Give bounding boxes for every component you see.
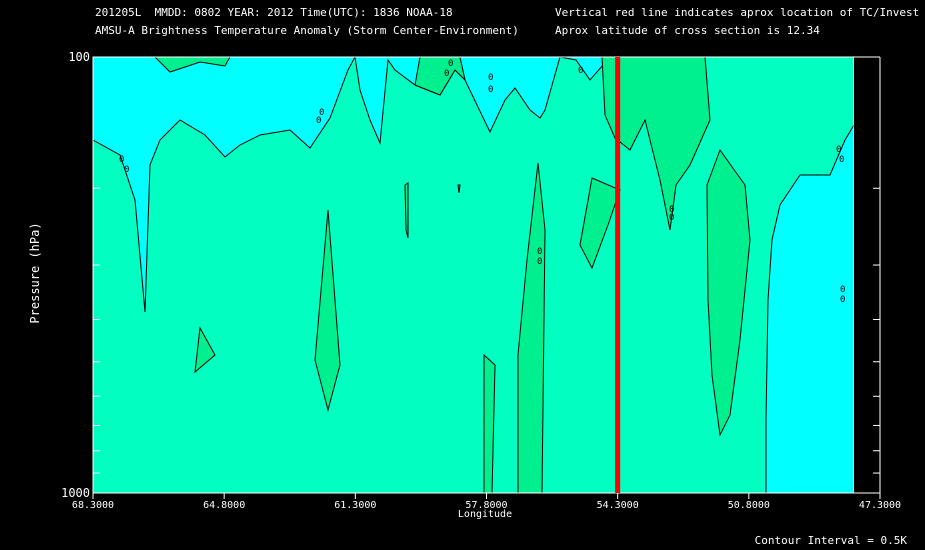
header-line-4: Aprox latitude of cross section is 12.34: [555, 24, 820, 37]
green-lobe-right: [706, 148, 751, 437]
contour-label: 0: [488, 85, 493, 95]
contour-label: 0: [537, 247, 542, 257]
x-tick-label: 64.8000: [203, 500, 245, 511]
green-lobe-center-small: [483, 353, 496, 493]
green-region-upper: [601, 57, 711, 231]
header-line-3: Vertical red line indicates aprox locati…: [555, 6, 920, 19]
green-sliver-1: [404, 182, 409, 239]
x-axis-label: Longitude: [457, 509, 513, 520]
header-line-1: 201205L MMDD: 0802 YEAR: 2012 Time(UTC):…: [95, 6, 453, 19]
green-region-top-left: [154, 57, 231, 73]
y-tick-label: 100: [68, 50, 90, 64]
green-lobe-center: [517, 162, 546, 493]
contour-label: 0: [537, 257, 542, 267]
cyan-region-top: [93, 57, 611, 313]
contour-label: 0: [488, 73, 493, 83]
x-tick-label: 57.8000: [465, 500, 507, 511]
x-tick-label: 47.3000: [859, 500, 901, 511]
x-tick-label: 68.3000: [72, 500, 114, 511]
y-tick-label: 1000: [61, 486, 90, 500]
contour-label: 0: [319, 108, 324, 118]
contour-label: 0: [119, 155, 124, 165]
x-tick-label: 61.3000: [334, 500, 376, 511]
contour-label: 0: [124, 165, 129, 175]
x-ticks: 68.3000 64.8000 61.3000 57.8000 54.3000 50.80…: [72, 493, 901, 511]
plot-right-gap: [854, 57, 880, 493]
y-ticks: 100 1000: [61, 50, 880, 500]
contour-label: 0: [836, 145, 841, 155]
green-sliver-2: [457, 184, 461, 194]
contour-label: 0: [316, 116, 321, 126]
x-tick-label: 54.3000: [597, 500, 639, 511]
contour-label: 0: [669, 205, 674, 215]
contour-label: 0: [840, 295, 845, 305]
contour-label: 0: [444, 69, 449, 79]
x-tick-label: 50.8000: [728, 500, 770, 511]
contour-label: 0: [448, 59, 453, 69]
y-axis-label: Pressure (hPa): [28, 222, 42, 324]
header-line-2: AMSU-A Brightness Temperature Anomaly (S…: [95, 24, 519, 37]
green-lobe-left: [194, 326, 216, 374]
contour-label: 0: [839, 155, 844, 165]
green-region-tongue: [414, 57, 466, 96]
contour-fields: 0 0 0 0 0 0 0 0 0 0 0 0 0 0 0 0 0 0: [93, 57, 854, 493]
contour-label: 0: [840, 285, 845, 295]
green-lobe-marker: [579, 177, 621, 270]
green-lobe-61: [314, 209, 341, 412]
contour-interval-label: Contour Interval = 0.5K: [754, 534, 907, 547]
contour-label: 0: [669, 213, 674, 223]
contour-label: 0: [578, 66, 583, 76]
cyan-region-right: [765, 124, 854, 493]
